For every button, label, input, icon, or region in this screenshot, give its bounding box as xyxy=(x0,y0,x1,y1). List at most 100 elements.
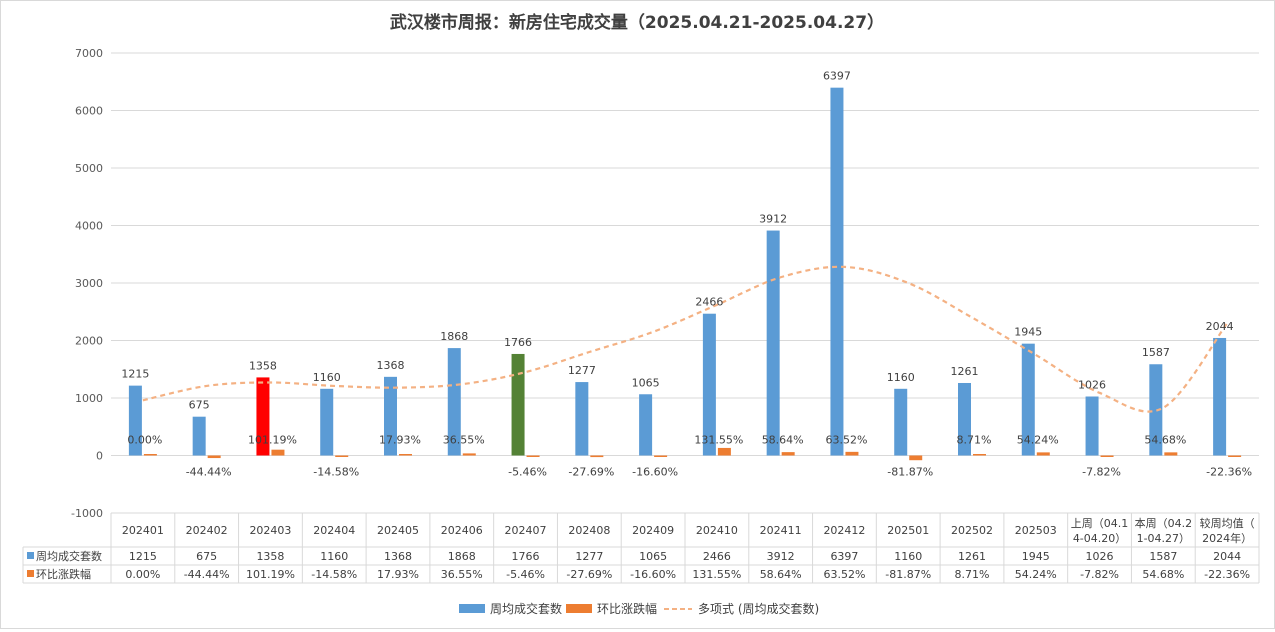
pct-value-label: 131.55% xyxy=(694,434,743,447)
bar-value-label: 1368 xyxy=(377,359,405,372)
bar-value-label: 1766 xyxy=(504,336,532,349)
bar-value-label: 6397 xyxy=(823,70,851,83)
pct-value-label: -14.58% xyxy=(313,466,359,479)
table-category: 202502 xyxy=(951,524,993,537)
bar-value-label: 1868 xyxy=(440,330,468,343)
table-category: 202503 xyxy=(1015,524,1057,537)
pct-value-label: -81.87% xyxy=(887,466,933,479)
grid-lines xyxy=(111,52,1259,514)
bar-9 xyxy=(702,313,716,456)
trendline-layer xyxy=(142,265,1228,413)
pct-value-label: 17.93% xyxy=(379,434,421,447)
table-cell: -7.82% xyxy=(1080,568,1119,581)
table-series-key xyxy=(27,552,34,559)
table-category: 202411 xyxy=(760,524,802,537)
bar-3 xyxy=(320,388,334,456)
y-tick-label: 7000 xyxy=(75,47,103,60)
pct-bar-6 xyxy=(526,455,540,457)
table-cell: 54.68% xyxy=(1142,568,1184,581)
pct-bar-11 xyxy=(845,451,859,456)
table-cell: 131.55% xyxy=(692,568,741,581)
bar-0 xyxy=(128,385,142,456)
pct-bar-7 xyxy=(590,455,604,458)
pct-value-label: -5.46% xyxy=(508,466,547,479)
pct-bar-2 xyxy=(271,449,285,456)
legend-label: 环比涨跌幅 xyxy=(597,601,657,616)
table-cell: 1261 xyxy=(958,550,986,563)
table-cell: -27.69% xyxy=(566,568,612,581)
table-category: 1-04.27） xyxy=(1137,532,1190,545)
y-tick-label: 3000 xyxy=(75,277,103,290)
bar-14 xyxy=(1021,343,1035,456)
pct-bar-16 xyxy=(1164,452,1178,456)
pct-bar-9 xyxy=(717,447,731,456)
table-category: 202405 xyxy=(377,524,419,537)
y-axis: -1000 0 1000 2000 3000 4000 5000 6000 7000 xyxy=(71,47,103,520)
table-cell: 101.19% xyxy=(246,568,295,581)
pct-bar-3 xyxy=(335,455,349,457)
table-cell: 1358 xyxy=(256,550,284,563)
pct-value-label: -27.69% xyxy=(568,466,614,479)
bar-value-label: 1358 xyxy=(249,359,277,372)
table-series-name: 环比涨跌幅 xyxy=(36,567,91,581)
pct-value-label: -7.82% xyxy=(1082,466,1121,479)
table-category: 202401 xyxy=(122,524,164,537)
table-cell: -22.36% xyxy=(1204,568,1250,581)
table-category: 较周均值（ xyxy=(1200,516,1255,530)
table-cell: -81.87% xyxy=(885,568,931,581)
table-cell: 2466 xyxy=(703,550,731,563)
table-cell: 1215 xyxy=(129,550,157,563)
table-cell: -16.60% xyxy=(630,568,676,581)
table-category: 202410 xyxy=(696,524,738,537)
pct-bar-15 xyxy=(1100,455,1114,457)
pct-bar-12 xyxy=(909,455,923,461)
bar-value-label: 1160 xyxy=(313,371,341,384)
legend-swatch xyxy=(459,604,485,613)
chart-title: 武汉楼市周报：新房住宅成交量（2025.04.21-2025.04.27） xyxy=(390,12,884,33)
bar-15 xyxy=(1085,396,1099,456)
bar-8 xyxy=(639,394,653,456)
table-category: 2024年） xyxy=(1202,531,1252,545)
pct-bar-1 xyxy=(207,455,221,459)
table-cell: 3912 xyxy=(767,550,795,563)
table-cell: 1065 xyxy=(639,550,667,563)
legend: 周均成交套数 环比涨跌幅 多项式 (周均成交套数) xyxy=(459,601,819,616)
table-category: 202407 xyxy=(505,524,547,537)
table-cell: 1160 xyxy=(320,550,348,563)
pct-value-label: 63.52% xyxy=(825,434,867,447)
bar-value-label: 1215 xyxy=(121,368,149,381)
table-category: 202402 xyxy=(186,524,228,537)
pct-bar-14 xyxy=(1036,452,1050,456)
pct-bar-17 xyxy=(1228,455,1242,457)
pct-bar-13 xyxy=(973,454,986,456)
table-category: 202403 xyxy=(249,524,291,537)
table-category: 202412 xyxy=(823,524,865,537)
table-series-name: 周均成交套数 xyxy=(36,549,102,563)
table-cell: 2044 xyxy=(1213,550,1241,563)
y-tick-label: 1000 xyxy=(75,392,103,405)
bar-value-label: 1065 xyxy=(632,376,660,389)
y-tick-label: 6000 xyxy=(75,105,103,118)
pct-value-label: 36.55% xyxy=(443,434,485,447)
pct-value-label: 8.71% xyxy=(957,434,992,447)
table-category: 202501 xyxy=(887,524,929,537)
pct-bar-10 xyxy=(781,452,795,456)
legend-label: 周均成交套数 xyxy=(490,601,562,616)
bar-value-label: 675 xyxy=(189,399,210,412)
table-cell: -5.46% xyxy=(506,568,545,581)
data-table: 202401 1215 0.00% 202402 675 -44.44% 202403 135… xyxy=(22,512,1260,584)
bar-16 xyxy=(1149,364,1163,456)
table-cell: 63.52% xyxy=(823,568,865,581)
table-cell: 1368 xyxy=(384,550,412,563)
bar-value-label: 1160 xyxy=(887,371,915,384)
legend-label: 多项式 (周均成交套数) xyxy=(698,601,819,616)
bar-value-label: 2466 xyxy=(695,296,723,309)
y-tick-label: 0 xyxy=(96,450,103,463)
bar-value-label: 1277 xyxy=(568,364,596,377)
bar-series xyxy=(128,87,1242,461)
data-labels: 1215 0.00% 675 -44.44% 1358 101.19% 1160 -14.58… xyxy=(121,70,1252,479)
bar-12 xyxy=(894,388,908,456)
table-cell: 1766 xyxy=(512,550,540,563)
